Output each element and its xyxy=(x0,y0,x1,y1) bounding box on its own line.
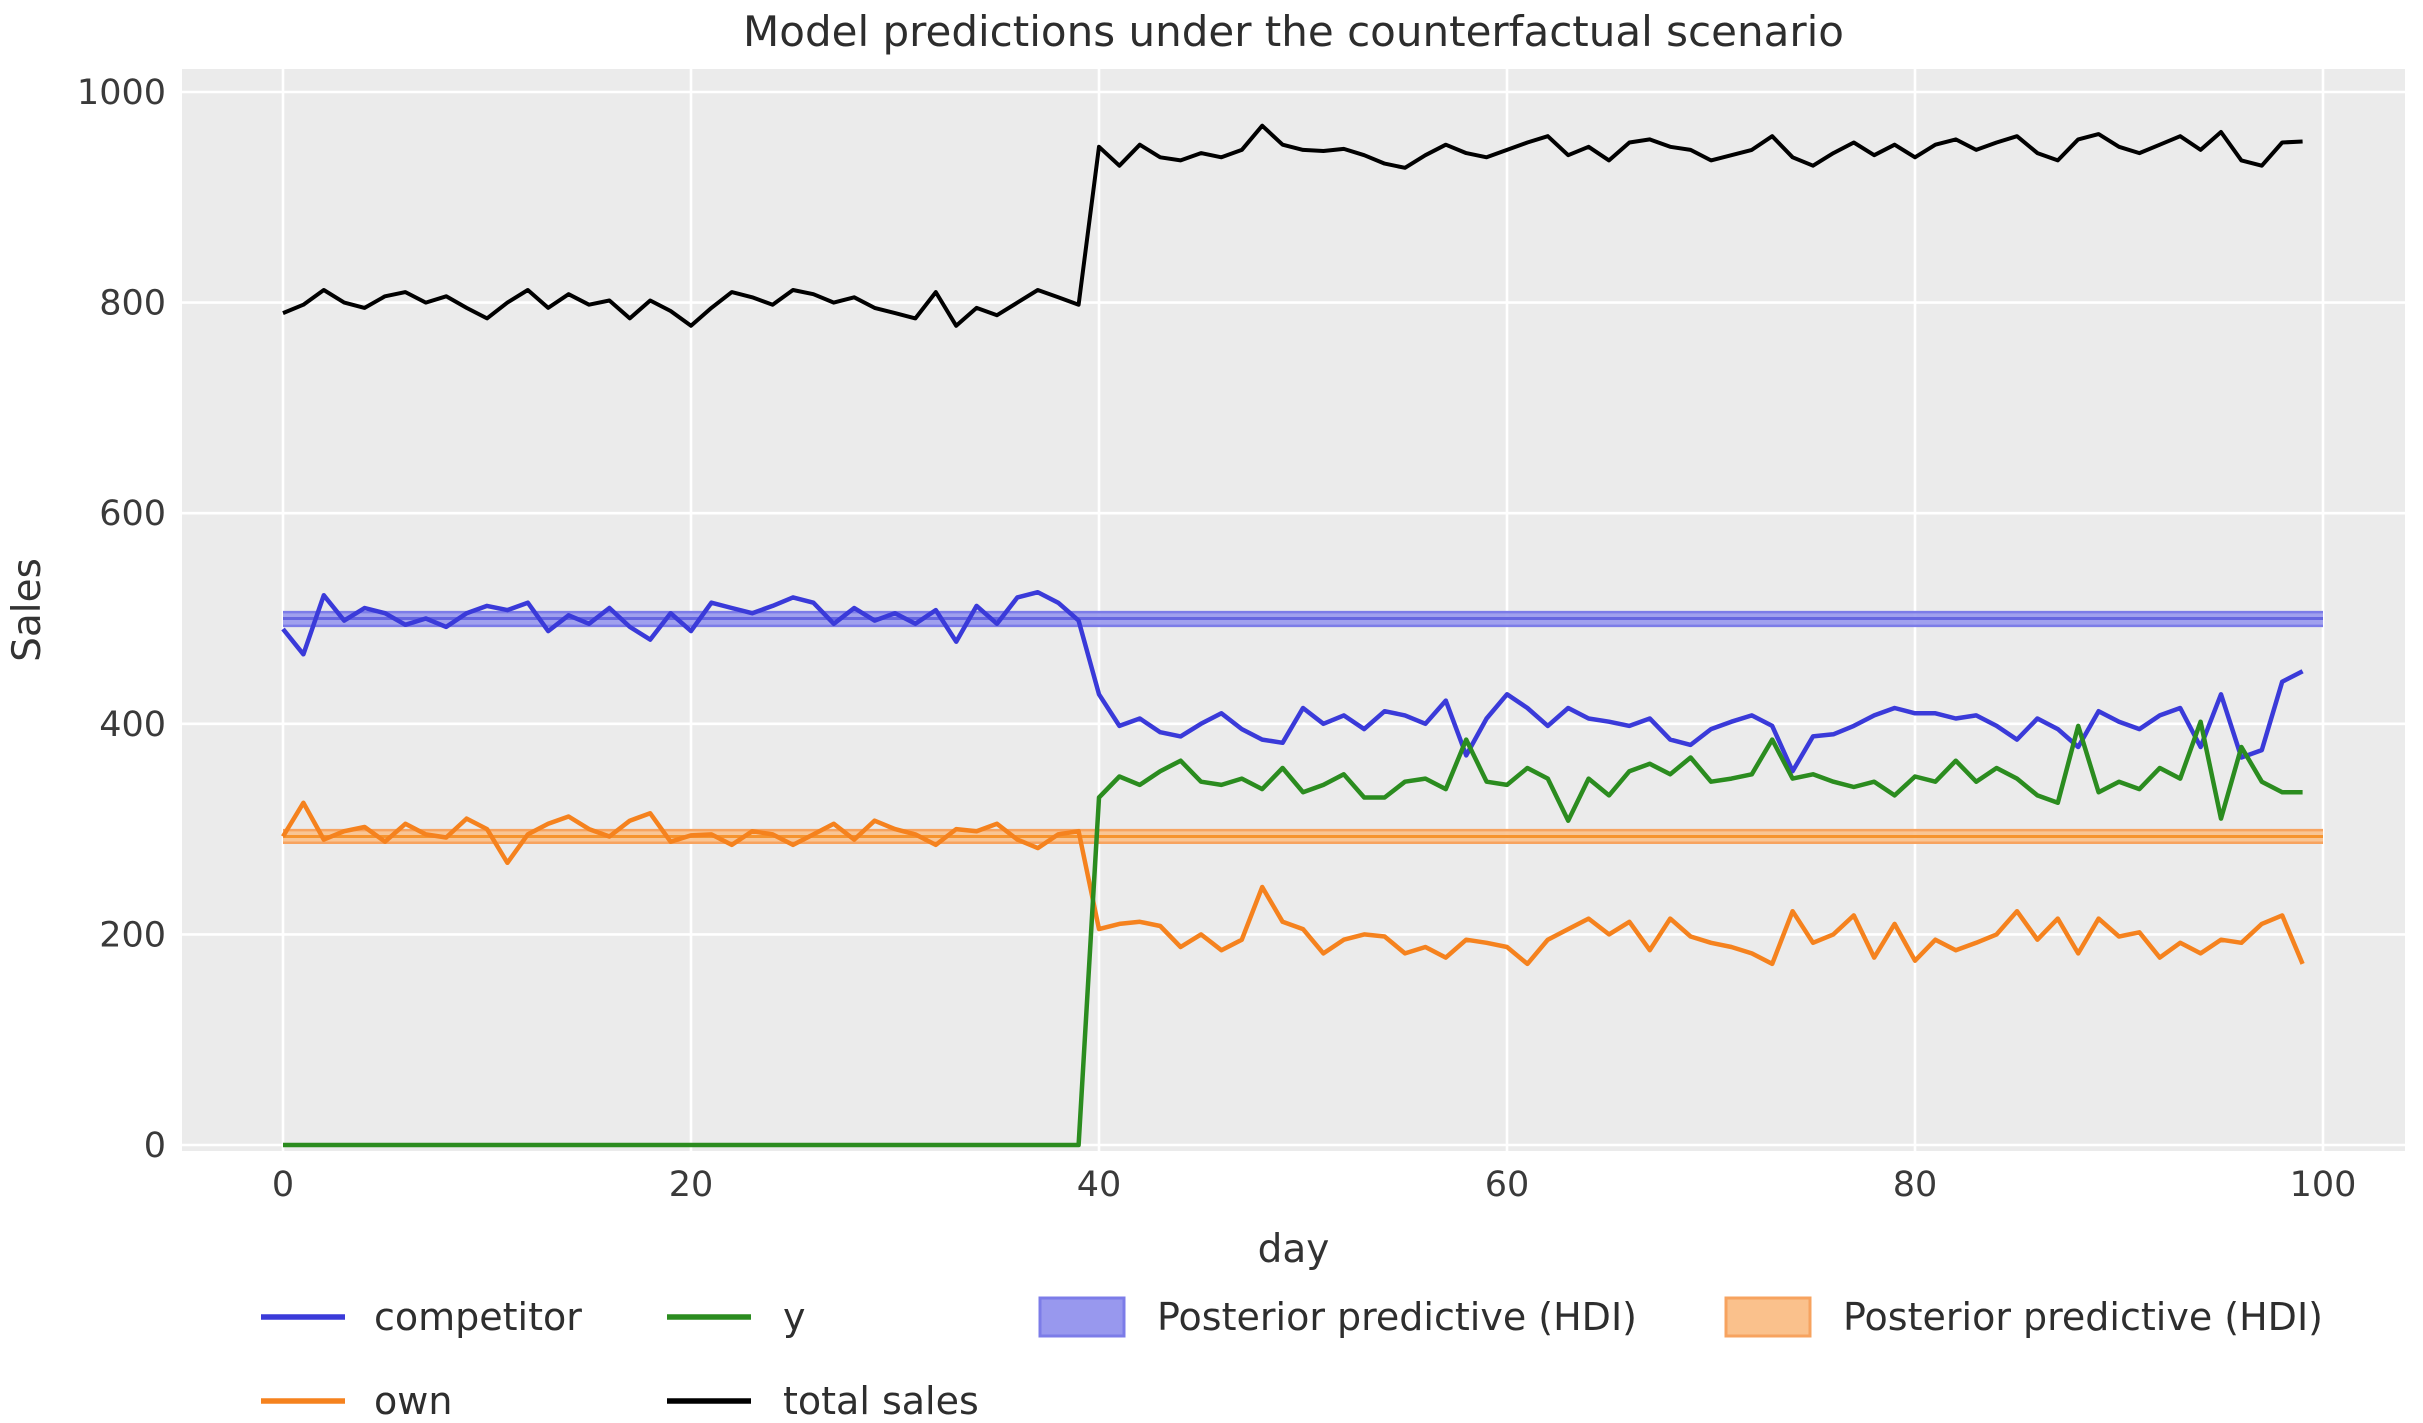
y-tick-label: 400 xyxy=(99,705,166,745)
y-tick-label: 600 xyxy=(99,494,166,534)
legend-item: y xyxy=(667,1295,806,1339)
x-axis-label: day xyxy=(1258,1227,1330,1272)
legend: competitor own y total sales Posterior predi… xyxy=(261,1295,2323,1423)
plot-area xyxy=(182,69,2405,1151)
y-tick-label: 0 xyxy=(144,1126,166,1166)
legend-patch-swatch xyxy=(1724,1296,1812,1338)
hdi-band-competitor xyxy=(283,610,2323,628)
legend-item: own xyxy=(261,1379,452,1423)
chart-title: Model predictions under the counterfactu… xyxy=(743,7,1844,56)
legend-label: competitor xyxy=(374,1295,582,1339)
hdi-band-own xyxy=(283,828,2323,845)
legend-item: total sales xyxy=(667,1379,979,1423)
legend-label: own xyxy=(374,1379,452,1423)
x-tick-label: 60 xyxy=(1485,1165,1530,1205)
legend-label: Posterior predictive (HDI) xyxy=(1157,1295,1637,1339)
y-tick-label: 200 xyxy=(99,915,166,955)
x-tick-label: 80 xyxy=(1893,1165,1938,1205)
series-line-total-sales xyxy=(282,123,2303,328)
series-line-own xyxy=(281,800,2305,967)
y-axis-label: Sales xyxy=(5,558,50,662)
x-tick-label: 0 xyxy=(272,1165,294,1205)
legend-item: Posterior predictive (HDI) xyxy=(1724,1295,2323,1339)
series-line-competitor xyxy=(281,589,2304,774)
y-tick-label: 1000 xyxy=(77,73,166,113)
legend-item: Posterior predictive (HDI) xyxy=(1038,1295,1637,1339)
x-tick-label: 20 xyxy=(669,1165,714,1205)
x-tick-label: 40 xyxy=(1077,1165,1122,1205)
legend-patch-swatch xyxy=(1038,1296,1126,1338)
legend-label: total sales xyxy=(783,1379,979,1423)
x-tick-label: 100 xyxy=(2290,1165,2357,1205)
y-tick-label: 800 xyxy=(99,284,166,324)
legend-label: Posterior predictive (HDI) xyxy=(1843,1295,2323,1339)
legend-item: competitor xyxy=(261,1295,582,1339)
series-line-y xyxy=(283,719,2303,1148)
legend-label: y xyxy=(783,1295,806,1339)
